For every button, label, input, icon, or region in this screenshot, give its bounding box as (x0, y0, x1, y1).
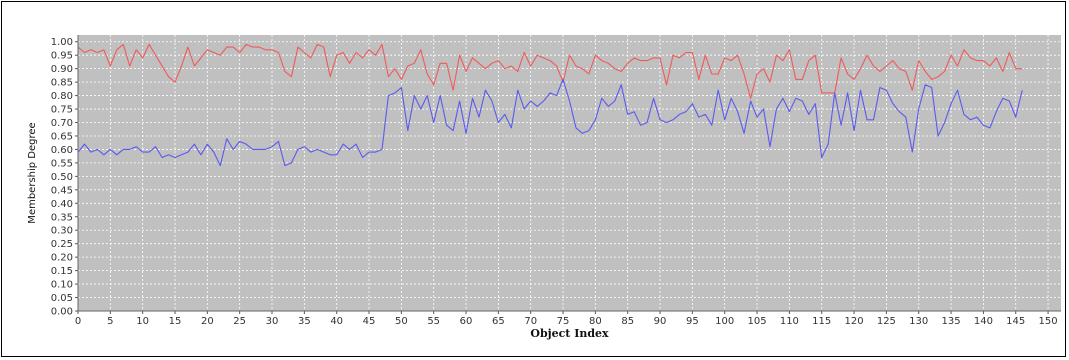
y-tick-label: 0.10 (51, 280, 73, 291)
x-tick-label: 25 (233, 316, 246, 327)
x-tick-label: 80 (589, 316, 602, 327)
series-line-1 (77, 43, 1023, 99)
y-tick-label: 0.55 (51, 158, 73, 169)
axes (75, 35, 1061, 314)
x-tick-label: 120 (845, 316, 864, 327)
x-tick-label: 130 (909, 316, 928, 327)
x-tick-label: 85 (621, 316, 634, 327)
y-tick-labels: 0.00 0.05 0.10 0.15 0.20 0.25 0.30 0.35 0.40 0.45… (51, 37, 73, 317)
y-tick-label: 0.05 (51, 293, 73, 304)
x-tick-label: 60 (460, 316, 473, 327)
y-tick-label: 0.65 (51, 131, 73, 142)
y-tick-label: 0.50 (51, 172, 73, 183)
x-tick-label: 115 (812, 316, 831, 327)
x-axis-title: Object Index (530, 327, 609, 340)
x-tick-label: 30 (266, 316, 279, 327)
y-tick-label: 0.85 (51, 78, 73, 89)
y-tick-label: 0.80 (51, 91, 73, 102)
x-tick-label: 70 (524, 316, 537, 327)
gridlines (77, 35, 1061, 312)
x-tick-label: 100 (715, 316, 734, 327)
y-tick-label: 0.60 (51, 145, 73, 156)
y-tick-label: 0.40 (51, 199, 73, 210)
y-tick-label: 0.00 (51, 307, 73, 318)
x-tick-label: 0 (75, 316, 81, 327)
y-tick-label: 1.00 (51, 37, 73, 48)
x-tick-label: 10 (136, 316, 149, 327)
x-tick-label: 95 (686, 316, 699, 327)
y-axis-title: Membership Degree (27, 122, 38, 223)
x-tick-label: 15 (169, 316, 182, 327)
y-tick-label: 0.25 (51, 239, 73, 250)
y-tick-label: 0.35 (51, 212, 73, 223)
plot-area (78, 35, 1061, 311)
series-line-2 (77, 78, 1023, 167)
x-tick-label: 40 (330, 316, 343, 327)
y-tick-label: 0.90 (51, 64, 73, 75)
x-tick-label: 35 (298, 316, 311, 327)
y-tick-label: 0.45 (51, 185, 73, 196)
x-tick-label: 65 (492, 316, 505, 327)
y-tick-label: 0.95 (51, 51, 73, 62)
x-tick-label: 50 (395, 316, 408, 327)
x-tick-label: 45 (363, 316, 376, 327)
x-tick-label: 20 (201, 316, 214, 327)
series-lines (77, 43, 1023, 167)
y-tick-label: 0.20 (51, 253, 73, 264)
x-tick-label: 125 (877, 316, 896, 327)
y-tick-label: 0.30 (51, 226, 73, 237)
y-tick-label: 0.70 (51, 118, 73, 129)
y-tick-label: 0.15 (51, 266, 73, 277)
x-tick-label: 110 (780, 316, 799, 327)
x-tick-label: 75 (557, 316, 570, 327)
x-tick-label: 105 (747, 316, 766, 327)
x-tick-label: 55 (427, 316, 440, 327)
y-tick-label: 0.75 (51, 105, 73, 116)
x-tick-label: 90 (654, 316, 667, 327)
x-tick-label: 5 (107, 316, 113, 327)
x-tick-label: 145 (1006, 316, 1025, 327)
x-tick-label: 150 (1039, 316, 1058, 327)
x-tick-label: 140 (974, 316, 993, 327)
x-tick-labels: 0 5 10 15 20 25 30 35 40 45 50 55 60 65 70 75 80 85 90 95 10… (75, 316, 1058, 327)
x-tick-label: 135 (942, 316, 961, 327)
